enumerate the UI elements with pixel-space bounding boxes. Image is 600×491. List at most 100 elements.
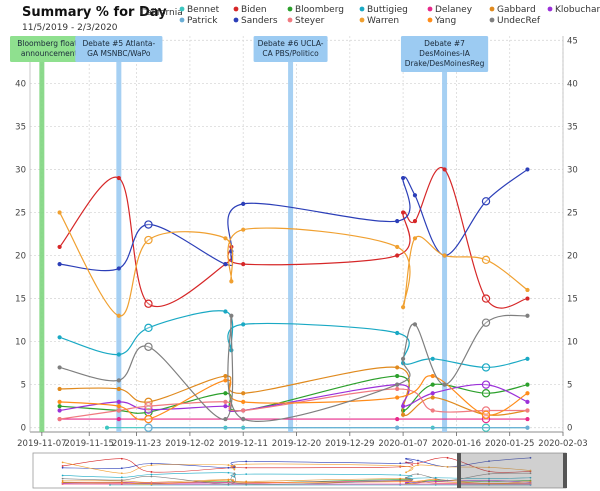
event-label-line: Drake/DesMoinesReg bbox=[405, 59, 485, 68]
legend-swatch bbox=[233, 6, 239, 12]
legend-item-klobuchar[interactable]: Klobuchar bbox=[547, 5, 600, 15]
x-tick-label: 2019-12-20 bbox=[272, 439, 321, 449]
legend-label: Delaney bbox=[435, 5, 473, 15]
y-tick-label-left: 30 bbox=[15, 165, 26, 175]
x-tick-label: 2019-11-23 bbox=[112, 439, 161, 449]
legend-item-undecref[interactable]: UndecRef bbox=[489, 16, 541, 26]
navigator-point bbox=[488, 466, 490, 469]
data-point bbox=[481, 410, 491, 419]
data-point bbox=[481, 414, 491, 424]
navigator-point bbox=[150, 462, 153, 465]
series-undecref bbox=[57, 313, 530, 422]
navigator-point bbox=[245, 483, 248, 485]
legend-item-sanders[interactable]: Sanders bbox=[233, 16, 278, 26]
data-point bbox=[525, 313, 530, 318]
data-point bbox=[116, 378, 121, 383]
data-point bbox=[241, 416, 246, 422]
data-point bbox=[57, 365, 62, 370]
data-point bbox=[241, 399, 246, 404]
navigator-point bbox=[405, 457, 407, 460]
data-point bbox=[412, 193, 418, 198]
data-point bbox=[525, 167, 530, 172]
navigator-point bbox=[399, 477, 402, 480]
y-tick-label-right: 40 bbox=[567, 79, 578, 89]
navigator-selection[interactable] bbox=[460, 453, 566, 488]
navigator-handle-left[interactable] bbox=[457, 453, 461, 488]
y-tick-label-right: 25 bbox=[567, 208, 578, 218]
navigator-point bbox=[399, 480, 402, 483]
data-point bbox=[223, 262, 228, 267]
data-point bbox=[481, 294, 491, 303]
navigator-point bbox=[417, 459, 419, 462]
series-steyer bbox=[57, 386, 530, 422]
legend-swatch bbox=[547, 6, 553, 12]
navigator-point bbox=[120, 457, 123, 460]
y-tick-label-left: 5 bbox=[21, 381, 26, 391]
legend-item-gabbard[interactable]: Gabbard bbox=[489, 5, 536, 15]
navigator-point bbox=[150, 481, 153, 484]
y-tick-label-right: 10 bbox=[567, 338, 578, 348]
navigator-point bbox=[488, 473, 490, 475]
data-point bbox=[57, 210, 62, 215]
legend-item-steyer[interactable]: Steyer bbox=[287, 16, 325, 26]
legend-label: Bennet bbox=[187, 5, 220, 15]
navigator-point bbox=[120, 472, 123, 475]
navigator-point bbox=[417, 473, 419, 476]
navigator-point bbox=[446, 465, 449, 468]
data-point bbox=[241, 227, 246, 232]
data-point bbox=[481, 363, 491, 372]
data-point bbox=[395, 425, 400, 430]
legend-label: Steyer bbox=[295, 16, 325, 26]
legend-item-delaney[interactable]: Delaney bbox=[427, 5, 473, 15]
data-point bbox=[116, 416, 121, 422]
navigator-point bbox=[446, 456, 449, 459]
legend[interactable]: Bennet Biden Bloomberg Buttigieg Delaney Gabb… bbox=[179, 5, 600, 26]
date-range: 11/5/2019 - 2/3/2020 bbox=[22, 23, 118, 33]
event-line bbox=[442, 36, 448, 432]
data-point bbox=[116, 175, 121, 181]
navigator-point bbox=[405, 481, 407, 484]
data-point bbox=[401, 404, 406, 409]
grid bbox=[30, 36, 564, 432]
data-point bbox=[57, 399, 62, 404]
data-point bbox=[223, 236, 228, 241]
navigator-point bbox=[529, 484, 532, 486]
chart-subtitle: California bbox=[140, 8, 183, 18]
legend-swatch bbox=[489, 17, 495, 23]
legend-item-bennet[interactable]: Bennet bbox=[179, 5, 220, 15]
data-point bbox=[223, 416, 228, 422]
data-point bbox=[116, 386, 121, 392]
navigator-point bbox=[227, 479, 230, 481]
range-navigator[interactable] bbox=[32, 452, 567, 489]
legend-item-buttigieg[interactable]: Buttigieg bbox=[359, 5, 408, 15]
legend-item-patrick[interactable]: Patrick bbox=[179, 16, 219, 26]
navigator-point bbox=[245, 463, 248, 466]
navigator-point bbox=[61, 474, 64, 477]
navigator-point bbox=[529, 482, 532, 485]
event-line bbox=[116, 36, 122, 432]
series-buttigieg bbox=[57, 309, 530, 372]
event-label-line: GA MSNBC/WaPo bbox=[87, 49, 151, 58]
legend-item-bloomberg[interactable]: Bloomberg bbox=[287, 5, 344, 15]
navigator-point bbox=[227, 464, 230, 466]
navigator-point bbox=[227, 481, 230, 484]
legend-item-yang[interactable]: Yang bbox=[427, 16, 457, 26]
y-tick-label-left: 25 bbox=[15, 208, 26, 218]
data-point bbox=[144, 401, 153, 411]
x-tick-label: 2019-11-15 bbox=[65, 439, 114, 449]
navigator-handle-right[interactable] bbox=[563, 453, 567, 488]
y-tick-label-right: 0 bbox=[567, 424, 572, 434]
data-point bbox=[229, 279, 234, 284]
navigator-point bbox=[529, 476, 532, 479]
data-point bbox=[401, 210, 406, 215]
legend-swatch bbox=[427, 17, 433, 23]
data-point bbox=[57, 335, 62, 340]
navigator-point bbox=[150, 483, 153, 485]
data-point bbox=[430, 382, 435, 387]
navigator-point bbox=[399, 465, 402, 467]
legend-swatch bbox=[359, 17, 365, 23]
legend-label: Sanders bbox=[241, 16, 278, 26]
legend-item-biden[interactable]: Biden bbox=[233, 5, 267, 15]
legend-item-warren[interactable]: Warren bbox=[359, 16, 400, 26]
